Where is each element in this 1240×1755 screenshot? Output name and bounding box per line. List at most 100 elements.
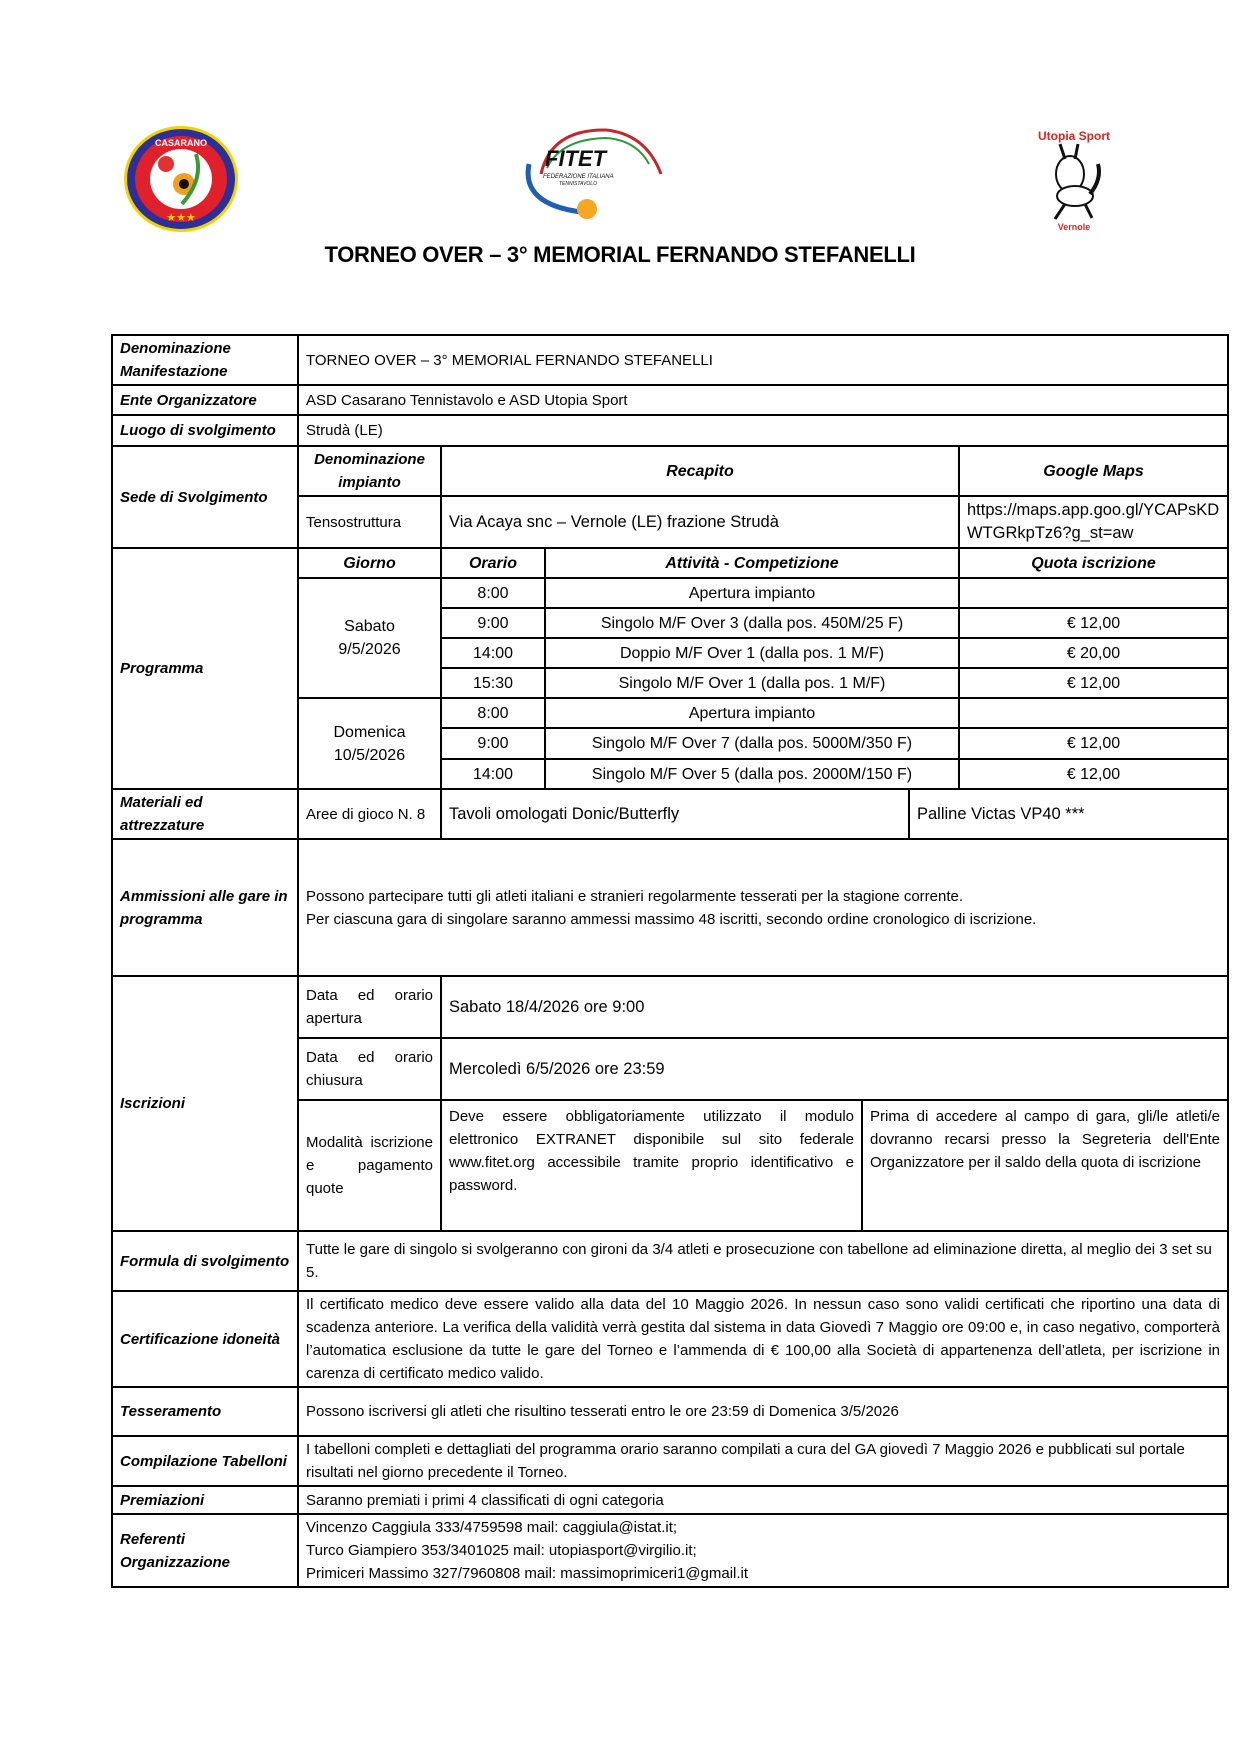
header-attivita: Attività - Competizione — [544, 547, 960, 579]
row-iscrizioni-apertura: Iscrizioni Data ed orario apertura Sabat… — [111, 975, 1230, 1232]
label-tesseramento: Tesseramento — [111, 1386, 299, 1437]
row-ente: Ente Organizzatore ASD Casarano Tennista… — [111, 384, 1230, 416]
value-tavoli: Tavoli omologati Donic/Butterfly — [440, 788, 910, 840]
value-denominazione: TORNEO OVER – 3° MEMORIAL FERNANDO STEFA… — [296, 334, 1230, 386]
day-name: Domenica — [333, 723, 406, 741]
event-fee: € 12,00 — [957, 607, 1230, 639]
event-activity: Singolo M/F Over 3 (dalla pos. 450M/25 F… — [544, 607, 960, 639]
row-sede-header: Sede di Svolgimento Denominazione impian… — [111, 445, 1230, 549]
event-activity: Doppio M/F Over 1 (dalla pos. 1 M/F) — [544, 637, 960, 669]
svg-text:TENNISTAVOLO: TENNISTAVOLO — [559, 181, 597, 187]
day-date: 10/5/2026 — [333, 746, 406, 764]
label-chiusura: Data ed orario chiusura — [297, 1037, 442, 1101]
header-orario: Orario — [440, 547, 546, 579]
event-fee: € 12,00 — [957, 727, 1230, 760]
row-certificazione: Certificazione idoneità Il certificato m… — [111, 1290, 1230, 1388]
label-certificazione: Certificazione idoneità — [111, 1290, 299, 1388]
header-quota: Quota iscrizione — [957, 547, 1230, 579]
event-fee: € 12,00 — [957, 667, 1230, 699]
value-chiusura: Mercoledì 6/5/2026 ore 23:59 — [439, 1037, 1230, 1101]
row-denominazione: Denominazione Manifestazione TORNEO OVER… — [111, 334, 1230, 386]
utopia-sport-logo: Utopia Sport Vernole — [1020, 124, 1128, 234]
row-ammissioni: Ammissioni alle gare in programma Posson… — [111, 838, 1230, 977]
header-impianto: Denominazione impianto — [297, 445, 442, 497]
page-title: TORNEO OVER – 3° MEMORIAL FERNANDO STEFA… — [324, 242, 916, 267]
svg-text:Utopia Sport: Utopia Sport — [1038, 129, 1110, 143]
value-palline: Palline Victas VP40 *** — [907, 788, 1230, 840]
value-recapito: Via Acaya snc – Vernole (LE) frazione St… — [440, 495, 960, 549]
header-giorno: Giorno — [297, 547, 442, 579]
casarano-logo: ★★★ CASARANO — [122, 124, 240, 234]
event-time: 14:00 — [440, 637, 546, 669]
tournament-info-table: Denominazione Manifestazione TORNEO OVER… — [111, 334, 1230, 1588]
value-certificazione: Il certificato medico deve essere valido… — [296, 1290, 1230, 1388]
row-tesseramento: Tesseramento Possono iscriversi gli atle… — [111, 1386, 1230, 1437]
event-activity: Singolo M/F Over 7 (dalla pos. 5000M/350… — [544, 727, 960, 760]
value-formula: Tutte le gare di singolo si svolgeranno … — [296, 1230, 1230, 1292]
label-referenti: Referenti Organizzazione — [111, 1513, 299, 1588]
day-name: Sabato — [344, 618, 395, 635]
row-materiali: Materiali ed attrezzature Aree di gioco … — [111, 788, 1230, 840]
label-formula: Formula di svolgimento — [111, 1230, 299, 1292]
event-time: 8:00 — [440, 697, 546, 729]
svg-text:CASARANO: CASARANO — [155, 138, 207, 148]
event-time: 9:00 — [440, 607, 546, 639]
event-time: 15:30 — [440, 667, 546, 699]
event-activity: Apertura impianto — [544, 697, 960, 729]
header-recapito: Recapito — [440, 445, 960, 497]
label-luogo: Luogo di svolgimento — [111, 414, 299, 447]
label-programma: Programma — [111, 547, 299, 790]
value-premiazioni: Saranno premiati i primi 4 classificati … — [296, 1485, 1230, 1515]
svg-text:FITET: FITET — [545, 146, 608, 171]
event-activity: Singolo M/F Over 1 (dalla pos. 1 M/F) — [544, 667, 960, 699]
row-iscrizioni-chiusura: Data ed orario chiusura Mercoledì 6/5/20… — [112, 1037, 1230, 1101]
event-activity: Apertura impianto — [544, 577, 960, 609]
program-row: Sabato 9/5/2026 8:00 Apertura impianto — [112, 577, 1230, 699]
label-premiazioni: Premiazioni — [111, 1485, 299, 1515]
svg-text:★★★: ★★★ — [166, 212, 196, 224]
row-iscrizioni-modalita: Modalità iscrizione e pagamento quote De… — [112, 1099, 1230, 1232]
value-ammissioni: Possono partecipare tutti gli atleti ita… — [296, 838, 1230, 977]
label-ammissioni: Ammissioni alle gare in programma — [111, 838, 299, 977]
row-programma-header: Programma Giorno Orario Attività - Compe… — [111, 547, 1230, 790]
svg-text:FEDERAZIONE ITALIANA: FEDERAZIONE ITALIANA — [543, 174, 614, 180]
row-compilazione: Compilazione Tabelloni I tabelloni compl… — [111, 1435, 1230, 1487]
label-materiali: Materiali ed attrezzature — [111, 788, 299, 840]
header-google-maps: Google Maps — [957, 445, 1230, 497]
contact-line: Primiceri Massimo 327/7960808 mail: mass… — [306, 1565, 749, 1582]
event-fee: € 20,00 — [957, 637, 1230, 669]
day-domenica: Domenica 10/5/2026 — [297, 697, 442, 790]
value-modalita: Deve essere obbligatoriamente utilizzato… — [440, 1099, 863, 1232]
event-fee — [957, 697, 1230, 729]
label-denominazione: Denominazione Manifestazione — [111, 334, 299, 386]
value-tesseramento: Possono iscriversi gli atleti che risult… — [296, 1386, 1230, 1437]
program-row: 14:00 Singolo M/F Over 5 (dalla pos. 200… — [112, 758, 1230, 790]
value-apertura: Sabato 18/4/2026 ore 9:00 — [439, 975, 1230, 1039]
svg-text:Vernole: Vernole — [1058, 222, 1091, 232]
row-sede: Tensostruttura Via Acaya snc – Vernole (… — [112, 495, 1230, 549]
program-row: 14:00 Doppio M/F Over 1 (dalla pos. 1 M/… — [112, 637, 1230, 669]
value-aree: Aree di gioco N. 8 — [297, 788, 442, 840]
event-fee: € 12,00 — [957, 758, 1230, 790]
label-modalita: Modalità iscrizione e pagamento quote — [297, 1099, 442, 1232]
value-luogo: Strudà (LE) — [296, 414, 1230, 447]
row-referenti: Referenti Organizzazione Vincenzo Caggiu… — [111, 1513, 1230, 1588]
program-row: 9:00 Singolo M/F Over 7 (dalla pos. 5000… — [112, 727, 1230, 760]
program-row: Domenica 10/5/2026 8:00 Apertura impianto — [112, 697, 1230, 790]
value-pagamento: Prima di accedere al campo di gara, gli/… — [860, 1099, 1230, 1232]
event-time: 9:00 — [440, 727, 546, 760]
value-impianto: Tensostruttura — [297, 495, 442, 549]
value-ente: ASD Casarano Tennistavolo e ASD Utopia S… — [296, 384, 1230, 416]
event-fee — [957, 577, 1230, 609]
program-row: 9:00 Singolo M/F Over 3 (dalla pos. 450M… — [112, 607, 1230, 639]
label-iscrizioni: Iscrizioni — [111, 975, 299, 1232]
ammissioni-line: Per ciascuna gara di singolare saranno a… — [306, 910, 1037, 928]
google-maps-link[interactable]: https://maps.app.goo.gl/YCAPsKDWTGRkpTz6… — [957, 495, 1230, 549]
label-sede: Sede di Svolgimento — [111, 445, 299, 549]
day-sabato: Sabato 9/5/2026 — [297, 577, 442, 699]
value-referenti: Vincenzo Caggiula 333/4759598 mail: cagg… — [296, 1513, 1230, 1588]
label-ente: Ente Organizzatore — [111, 384, 299, 416]
day-date: 9/5/2026 — [338, 641, 401, 658]
value-compilazione: I tabelloni completi e dettagliati del p… — [296, 1435, 1230, 1487]
label-compilazione: Compilazione Tabelloni — [111, 1435, 299, 1487]
